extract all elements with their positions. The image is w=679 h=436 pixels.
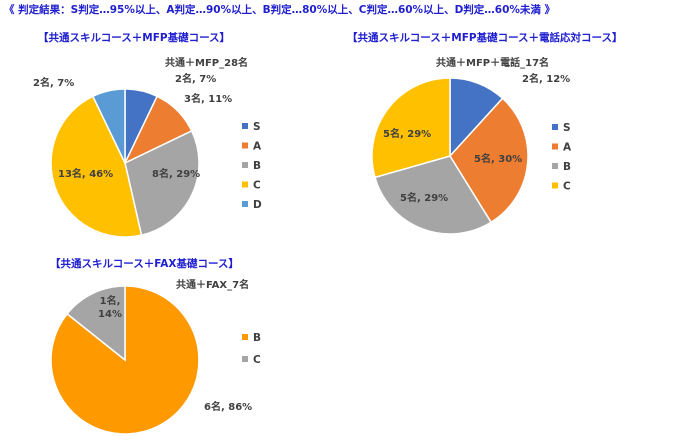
- chart2-legend-label-C: C: [563, 181, 571, 193]
- chart2-subtitle: 共通＋MFP＋電話_17名: [436, 58, 550, 69]
- chart2-legend-label-B: B: [563, 161, 571, 173]
- chart3-legend-label-C: C: [253, 354, 261, 366]
- chart1-data-label-C: 13名, 46%: [58, 167, 113, 180]
- chart1-legend-swatch-C: [242, 181, 248, 188]
- chart1-slice-D: [91, 88, 126, 164]
- chart2-data-label-A: 5名, 30%: [474, 152, 522, 165]
- chart2-slice-B: [374, 155, 493, 235]
- chart3-slice-C: [66, 285, 126, 362]
- chart1-data-label-D: 2名, 7%: [33, 76, 74, 89]
- chart1-data-label-B: 8名, 29%: [152, 167, 200, 180]
- chart3-legend-swatch-C: [242, 356, 248, 362]
- chart1-data-label-A: 3名, 11%: [184, 92, 232, 105]
- chart1-legend-swatch-B: [242, 162, 248, 168]
- chart3-legend-swatch-B: [242, 334, 248, 340]
- chart2-legend-label-A: A: [563, 142, 572, 154]
- chart2-slice-A: [449, 97, 529, 224]
- chart3-subtitle: 共通＋FAX_7名: [176, 280, 250, 291]
- chart2-legend-swatch-A: [552, 143, 558, 150]
- chart2-legend-swatch-S: [552, 124, 558, 130]
- chart2-data-label-C: 5名, 29%: [383, 127, 431, 140]
- chart1-legend-label-D: D: [253, 199, 262, 211]
- chart1-legend-label-B: B: [253, 160, 261, 172]
- chart3-data-label-C: 1名, 14%: [98, 294, 122, 320]
- chart1-legend-label-S: S: [253, 121, 261, 133]
- chart1-legend-swatch-A: [242, 142, 248, 149]
- chart2-slice-C: [371, 77, 451, 179]
- chart2-legend-swatch-B: [552, 163, 558, 169]
- chart3-legend-label-B: B: [253, 332, 261, 344]
- chart1-legend-label-A: A: [253, 141, 262, 153]
- chart1-legend-swatch-D: [242, 201, 248, 207]
- chart2-legend-swatch-C: [552, 182, 558, 189]
- chart2-data-label-B: 5名, 29%: [400, 191, 448, 204]
- chart1-slice-C: [50, 95, 143, 238]
- chart1-legend-swatch-S: [242, 123, 248, 129]
- chart1-title: 【共通スキルコース＋MFP基礎コース】: [38, 32, 231, 44]
- chart1-subtitle: 共通＋MFP_28名: [165, 58, 249, 69]
- chart2-title: 【共通スキルコース＋MFP基礎コース＋電話応対コース】: [347, 32, 623, 44]
- chart1-data-label-S: 2名, 7%: [175, 72, 216, 85]
- chart2-legend-label-S: S: [563, 122, 571, 134]
- judgement-criteria-header: 《 判定結果：S判定…95%以上、A判定…90%以上、B判定…80%以上、C判定…: [4, 4, 556, 16]
- chart3-title: 【共通スキルコース＋FAX基礎コース】: [50, 258, 239, 270]
- chart1-legend-label-C: C: [253, 180, 261, 192]
- chart3-slice-B: [50, 285, 200, 435]
- chart1-slice-B: [124, 129, 200, 237]
- chart3-data-label-B: 6名, 86%: [204, 400, 252, 413]
- chart2-data-label-S: 2名, 12%: [522, 72, 570, 85]
